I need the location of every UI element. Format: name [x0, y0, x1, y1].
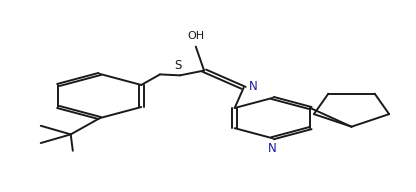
Text: S: S — [174, 59, 181, 72]
Text: N: N — [268, 142, 277, 155]
Text: N: N — [248, 80, 257, 93]
Text: OH: OH — [187, 31, 204, 41]
